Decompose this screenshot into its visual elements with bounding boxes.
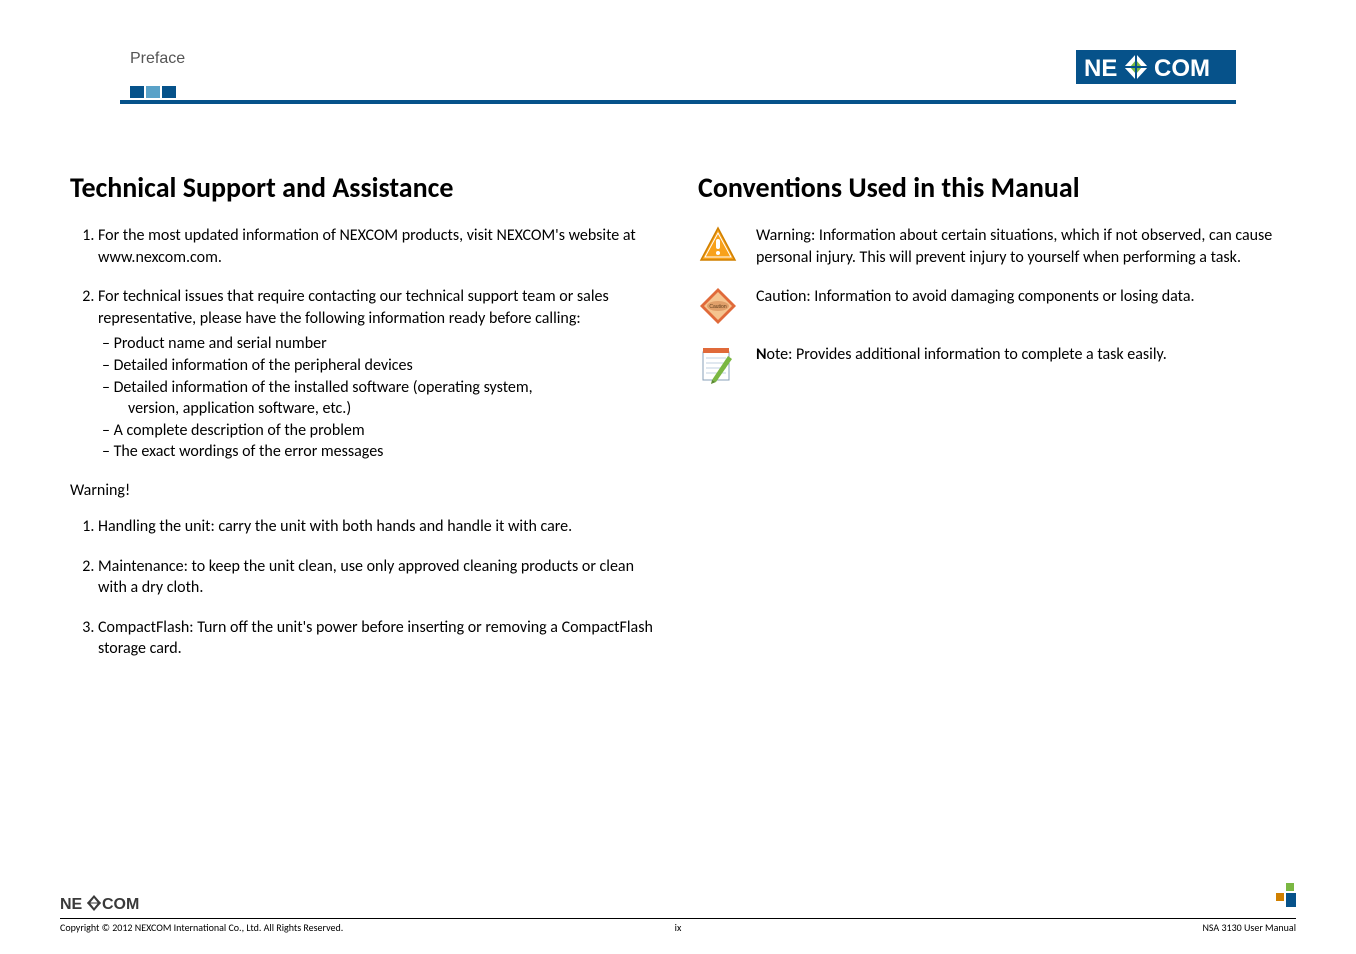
- svg-text:COM: COM: [102, 896, 139, 913]
- warning-heading: Warning!: [70, 481, 658, 500]
- footer-page-num: ix: [675, 921, 682, 934]
- brand-logo-footer: NE COM: [60, 893, 1296, 918]
- convention-row-caution: Caution Caution: Information to avoid da…: [698, 286, 1286, 326]
- sub-1: – Detailed information of the peripheral…: [102, 355, 658, 377]
- caution-icon: Caution: [698, 286, 738, 326]
- right-column: Conventions Used in this Manual Warning:…: [698, 170, 1286, 678]
- note-bold-prefix: N: [756, 345, 767, 364]
- convention-row-note: Note: Provides additional information to…: [698, 344, 1286, 384]
- warning-list: Handling the unit: carry the unit with b…: [70, 516, 658, 660]
- svg-text:NE: NE: [1084, 55, 1117, 82]
- warning-2: Maintenance: to keep the unit clean, use…: [98, 556, 658, 599]
- support-item-1: For the most updated information of NEXC…: [98, 225, 658, 268]
- sub-4: – A complete description of the problem: [102, 420, 658, 442]
- support-item-2: For technical issues that require contac…: [98, 286, 658, 463]
- footer-doc-ref: NSA 3130 User Manual: [1202, 921, 1296, 934]
- convention-warning-text: Warning: Information about certain situa…: [756, 225, 1286, 268]
- note-rest: ote: Provides additional information to …: [767, 345, 1167, 364]
- svg-text:COM: COM: [1154, 55, 1210, 82]
- support-list: For the most updated information of NEXC…: [70, 225, 658, 463]
- section-label: Preface: [130, 50, 185, 68]
- left-title: Technical Support and Assistance: [70, 170, 658, 205]
- sub-0: – Product name and serial number: [102, 333, 658, 355]
- convention-caution-text: Caution: Information to avoid damaging c…: [756, 286, 1195, 308]
- header-rule: [120, 100, 1236, 104]
- convention-row-warning: Warning: Information about certain situa…: [698, 225, 1286, 268]
- sub-2: – Detailed information of the installed …: [102, 377, 658, 399]
- note-icon: [698, 344, 738, 384]
- support-item-2-sublist: – Product name and serial number – Detai…: [98, 333, 658, 463]
- footer-copyright: Copyright © 2012 NEXCOM International Co…: [60, 921, 343, 934]
- sub-3: version, application software, etc.): [102, 398, 658, 420]
- header-squares-decoration: [130, 86, 176, 98]
- sub-5: – The exact wordings of the error messag…: [102, 441, 658, 463]
- warning-3: CompactFlash: Turn off the unit's power …: [98, 617, 658, 660]
- warning-1: Handling the unit: carry the unit with b…: [98, 516, 658, 538]
- svg-text:NE: NE: [60, 896, 83, 913]
- svg-text:Caution: Caution: [709, 304, 726, 310]
- convention-note-text: Note: Provides additional information to…: [756, 344, 1167, 366]
- left-column: Technical Support and Assistance For the…: [70, 170, 658, 678]
- warning-icon: [698, 225, 738, 265]
- right-title: Conventions Used in this Manual: [698, 170, 1286, 205]
- brand-logo-top: NE COM: [1076, 50, 1236, 89]
- support-item-2-text: For technical issues that require contac…: [98, 287, 609, 328]
- page-footer: NE COM Copyright © 2012 NEXCOM Internati…: [60, 893, 1296, 934]
- support-item-1-text: For the most updated information of NEXC…: [98, 226, 636, 267]
